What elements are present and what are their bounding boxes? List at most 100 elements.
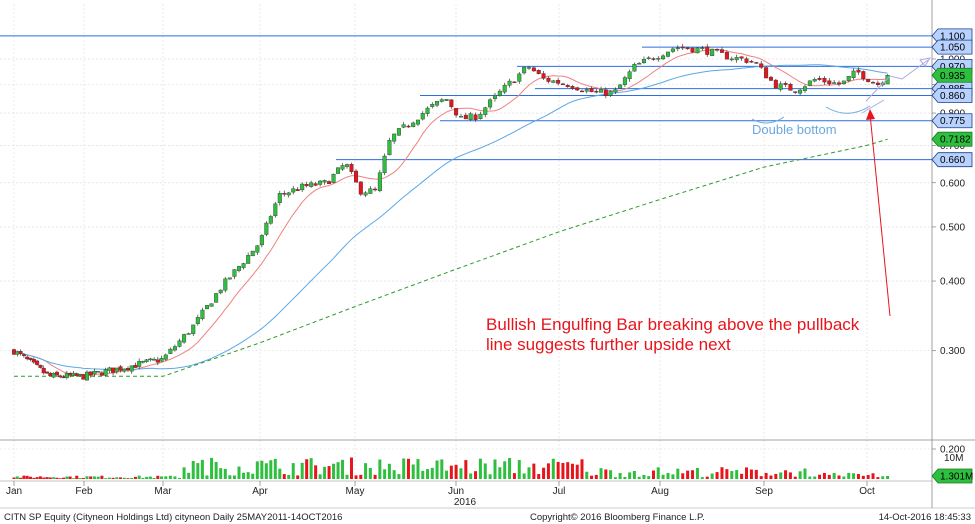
volume-bar-165	[740, 473, 744, 479]
candle-body-122	[531, 67, 536, 72]
candle-121	[526, 65, 531, 70]
volume-bar-93	[392, 470, 396, 479]
volume-bar-136	[599, 468, 603, 479]
candle-156	[695, 47, 700, 54]
candle-76	[313, 181, 318, 187]
candle-body-95	[401, 124, 406, 128]
candle-body-29	[111, 367, 116, 373]
volume-bar-107	[459, 468, 463, 479]
candle-78	[322, 179, 327, 185]
candle-body-111	[478, 113, 483, 119]
volume-bar-100	[426, 469, 430, 479]
candle-body-195	[885, 75, 890, 85]
candle-171	[768, 75, 773, 82]
candle-body-100	[425, 107, 430, 114]
candle-body-48	[186, 333, 191, 335]
volume-bar-1	[15, 476, 19, 479]
volume-bar-184	[832, 472, 836, 479]
candle-body-99	[420, 113, 425, 120]
candle-body-49	[191, 324, 196, 334]
pointer-arrow-head	[866, 109, 875, 120]
volume-bar-164	[735, 470, 739, 479]
candle-3	[21, 353, 26, 358]
volume-bar-62	[251, 473, 255, 479]
volume-bar-25	[96, 476, 100, 479]
candle-body-71	[291, 188, 296, 193]
candle-69	[282, 190, 287, 197]
candle-body-140	[618, 84, 623, 89]
bullish-engulfing-line-2: line suggests further upside next	[486, 335, 731, 354]
volume-bar-126	[551, 458, 555, 479]
candle-body-142	[627, 71, 632, 80]
candle-183	[827, 78, 832, 87]
candle-190	[861, 70, 866, 81]
candle-body-144	[637, 63, 642, 65]
candle-83	[345, 163, 350, 169]
candle-body-183	[827, 80, 832, 85]
candle-body-28	[107, 367, 112, 371]
volume-bar-47	[182, 467, 186, 479]
volume-bar-105	[449, 465, 453, 479]
candle-175	[788, 82, 793, 91]
candle-129	[565, 83, 570, 88]
projection-up-line	[865, 59, 929, 102]
volume-bar-127	[556, 461, 560, 479]
candle-57	[227, 277, 232, 280]
candle-body-173	[778, 83, 783, 90]
volume-bar-177	[798, 471, 802, 479]
volume-bar-176	[793, 476, 797, 479]
candle-body-77	[318, 180, 323, 185]
double-bottom-arc-1	[751, 116, 785, 124]
volume-bar-103	[440, 459, 444, 479]
volume-bar-50	[196, 463, 200, 479]
volume-bar-7	[35, 477, 39, 479]
level-tag-6-text: 0.660	[940, 155, 965, 166]
candle-188	[851, 68, 856, 80]
candle-178	[802, 84, 807, 93]
candle-124	[541, 70, 546, 81]
candle-body-130	[570, 86, 575, 89]
volume-bar-172	[774, 473, 778, 479]
candle-22	[84, 370, 89, 381]
volume-bar-59	[237, 466, 241, 479]
volume-bar-135	[594, 474, 598, 479]
volume-bar-24	[92, 476, 96, 479]
volume-bar-38	[145, 476, 149, 479]
candle-128	[560, 82, 565, 86]
x-label-may: May	[346, 486, 365, 497]
candle-89	[373, 186, 378, 192]
volume-bar-109	[469, 473, 473, 479]
candle-56	[223, 276, 228, 293]
candle-54	[214, 292, 219, 303]
candle-79	[327, 180, 332, 184]
volume-bar-111	[478, 458, 482, 479]
volume-bar-37	[141, 477, 145, 479]
volume-bar-128	[561, 462, 565, 479]
candle-body-109	[468, 113, 473, 121]
candle-body-133	[584, 89, 589, 92]
candle-46	[177, 338, 182, 348]
candle-body-90	[377, 172, 382, 191]
volume-bar-181	[818, 474, 822, 479]
candle-body-24	[92, 370, 97, 375]
candle-body-33	[125, 368, 130, 370]
candle-body-45	[172, 346, 177, 351]
volume-bar-148	[656, 467, 660, 479]
volume-bar-2	[19, 477, 23, 479]
volume-bar-118	[512, 473, 516, 479]
y-label-3: 0.500	[940, 222, 965, 233]
candle-169	[759, 60, 764, 70]
candle-body-134	[589, 88, 594, 93]
candle-58	[232, 269, 237, 280]
volume-bar-75	[309, 458, 313, 479]
candle-body-7	[35, 360, 40, 365]
volume-bar-169	[759, 476, 763, 479]
price-tag-0: 0.935	[931, 67, 973, 83]
candle-body-59	[237, 266, 242, 271]
candle-body-170	[764, 67, 769, 79]
volume-bar-185	[837, 475, 841, 479]
candle-body-153	[680, 46, 685, 49]
candle-body-88	[368, 188, 373, 194]
volume-bar-29	[111, 477, 115, 479]
volume-bar-170	[764, 472, 768, 479]
